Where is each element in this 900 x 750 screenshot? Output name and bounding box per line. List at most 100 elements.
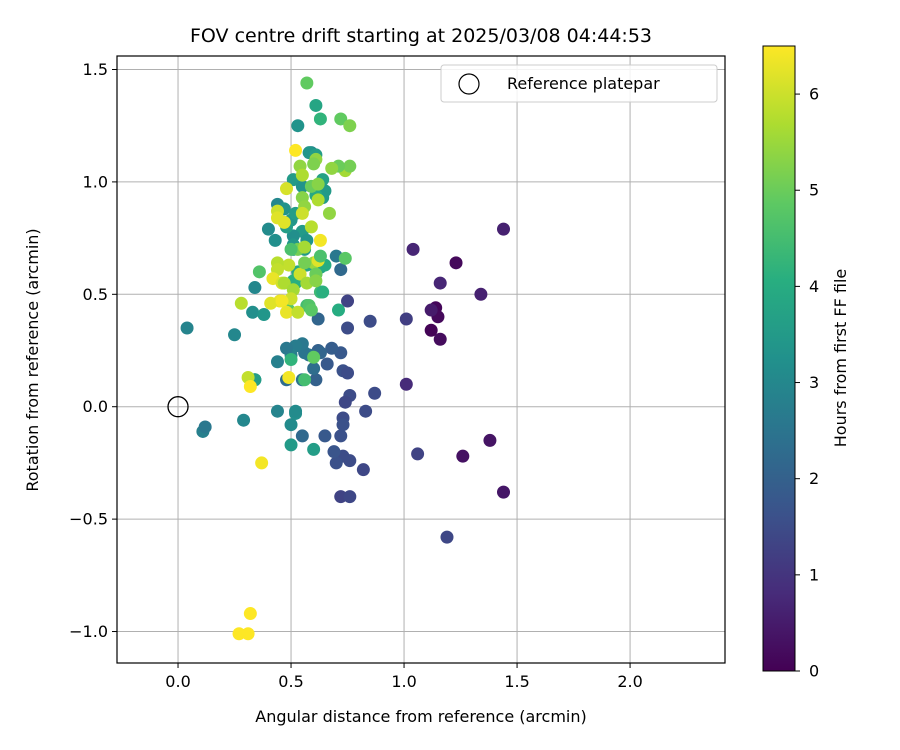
data-point bbox=[356, 463, 370, 477]
data-point bbox=[318, 429, 332, 443]
data-point bbox=[327, 445, 341, 459]
data-point bbox=[295, 429, 309, 443]
data-point bbox=[243, 379, 257, 393]
x-tick-label: 1.5 bbox=[504, 672, 529, 691]
data-point bbox=[311, 177, 325, 191]
colorbar-tick-label: 5 bbox=[809, 181, 819, 200]
x-tick-label: 1.0 bbox=[391, 672, 416, 691]
data-point bbox=[307, 350, 321, 364]
data-point bbox=[440, 530, 454, 544]
colorbar-tick-label: 4 bbox=[809, 277, 819, 296]
data-point bbox=[257, 308, 271, 322]
data-point bbox=[307, 157, 321, 171]
data-point bbox=[309, 98, 323, 112]
data-point bbox=[280, 341, 294, 355]
data-point bbox=[284, 438, 298, 452]
data-point bbox=[293, 267, 307, 281]
data-points bbox=[180, 76, 510, 641]
data-point bbox=[311, 193, 325, 207]
data-point bbox=[286, 229, 300, 243]
data-point bbox=[336, 418, 350, 432]
data-point bbox=[282, 370, 296, 384]
data-point bbox=[275, 294, 289, 308]
data-point bbox=[298, 373, 312, 387]
data-point bbox=[343, 159, 357, 173]
data-point bbox=[329, 456, 343, 470]
data-point bbox=[449, 256, 463, 270]
data-point bbox=[243, 607, 257, 621]
data-point bbox=[295, 179, 309, 193]
x-axis-label: Angular distance from reference (arcmin) bbox=[255, 707, 586, 726]
legend-box bbox=[440, 64, 718, 103]
data-point bbox=[496, 485, 510, 499]
data-point bbox=[282, 258, 296, 272]
data-point bbox=[325, 161, 339, 175]
reference-marker-layer bbox=[167, 396, 189, 418]
y-tick-label: 0.5 bbox=[83, 285, 108, 304]
colorbar-gradient bbox=[762, 45, 796, 672]
colorbar-tick-label: 3 bbox=[809, 373, 819, 392]
data-point bbox=[433, 332, 447, 346]
colorbar: 0 1 2 3 4 5 6 Hours from first FF file bbox=[762, 45, 850, 681]
data-point bbox=[406, 242, 420, 256]
data-point bbox=[399, 377, 413, 391]
data-point bbox=[277, 215, 291, 229]
data-point bbox=[433, 276, 447, 290]
data-point bbox=[311, 312, 325, 326]
y-tick-label: 1.5 bbox=[83, 60, 108, 79]
data-point bbox=[255, 456, 269, 470]
data-point bbox=[334, 429, 348, 443]
data-point bbox=[198, 420, 212, 434]
data-point bbox=[456, 449, 470, 463]
data-point bbox=[291, 119, 305, 133]
data-point bbox=[261, 222, 275, 236]
y-tick-label: −0.5 bbox=[69, 510, 108, 529]
data-point bbox=[280, 182, 294, 196]
data-point bbox=[289, 143, 303, 157]
data-point bbox=[368, 386, 382, 400]
data-point bbox=[284, 418, 298, 432]
data-point bbox=[343, 490, 357, 504]
data-point bbox=[338, 395, 352, 409]
data-point bbox=[334, 490, 348, 504]
data-point bbox=[309, 373, 323, 387]
data-point bbox=[304, 303, 318, 317]
data-point bbox=[363, 314, 377, 328]
colorbar-label: Hours from first FF file bbox=[831, 269, 850, 448]
data-point bbox=[343, 119, 357, 133]
data-point bbox=[359, 404, 373, 418]
data-point bbox=[307, 442, 321, 456]
data-point bbox=[307, 361, 321, 375]
colorbar-tick-label: 2 bbox=[809, 469, 819, 488]
legend-marker-icon bbox=[458, 73, 480, 95]
data-point bbox=[343, 454, 357, 468]
data-point bbox=[232, 627, 246, 641]
y-axis-ticks: −1.0 −0.5 0.0 0.5 1.0 1.5 bbox=[69, 60, 117, 641]
data-point bbox=[411, 447, 425, 461]
data-point bbox=[298, 256, 312, 270]
data-point bbox=[264, 296, 278, 310]
data-point bbox=[252, 265, 266, 279]
x-tick-label: 0.0 bbox=[165, 672, 190, 691]
data-point bbox=[313, 112, 327, 126]
data-point bbox=[313, 233, 327, 247]
data-point bbox=[280, 305, 294, 319]
data-point bbox=[289, 404, 303, 418]
data-point bbox=[237, 413, 251, 427]
data-point bbox=[180, 321, 194, 335]
legend: Reference platepar bbox=[440, 64, 718, 103]
data-point bbox=[483, 433, 497, 447]
x-tick-label: 0.5 bbox=[278, 672, 303, 691]
data-point bbox=[268, 233, 282, 247]
data-point bbox=[309, 274, 323, 288]
y-tick-label: 1.0 bbox=[83, 172, 108, 191]
data-point bbox=[341, 366, 355, 380]
data-point bbox=[234, 296, 248, 310]
x-tick-label: 2.0 bbox=[617, 672, 642, 691]
data-point bbox=[334, 112, 348, 126]
data-point bbox=[316, 285, 330, 299]
grid-lines bbox=[117, 56, 725, 663]
data-point bbox=[291, 305, 305, 319]
data-point bbox=[322, 206, 336, 220]
